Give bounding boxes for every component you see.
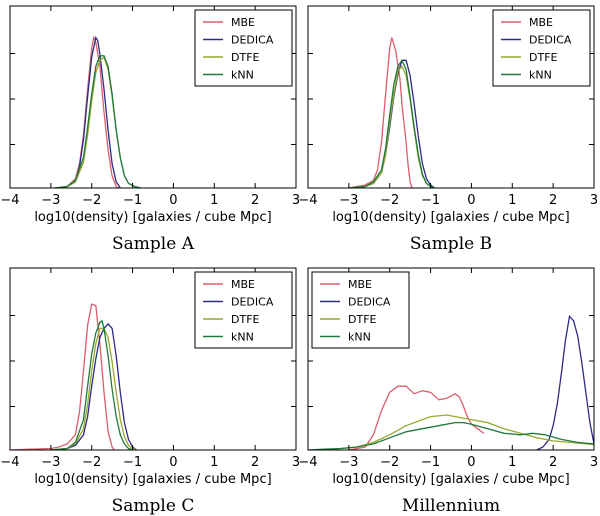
legend-label-knn: kNN bbox=[529, 69, 552, 82]
series-line-knn bbox=[348, 58, 435, 188]
legend-label-mbe: MBE bbox=[231, 16, 255, 29]
plot-frame bbox=[307, 5, 595, 189]
legend: MBE DEDICA DTFE kNN bbox=[194, 271, 293, 349]
x-tick-label: −3 bbox=[339, 455, 358, 470]
panel-sample-c: −4 −3 −2 −1 0 1 2 3 log10(density) [galaxies / c… bbox=[0, 267, 300, 516]
series-line-knn bbox=[308, 421, 594, 450]
x-axis-label: log10(density) [galaxies / cube Mpc] bbox=[332, 472, 569, 487]
panel-caption: Millennium bbox=[402, 496, 500, 516]
series-group bbox=[10, 303, 138, 450]
legend-label-dtfe: DTFE bbox=[348, 313, 377, 326]
panel-sample-a: −4 −3 −2 −1 0 1 2 3 log10(density) [galaxies / c… bbox=[0, 5, 300, 254]
x-tick-label: 3 bbox=[590, 455, 598, 470]
series-line-knn bbox=[50, 319, 133, 450]
legend-label-dtfe: DTFE bbox=[231, 51, 260, 64]
legend-label-mbe: MBE bbox=[348, 278, 372, 291]
x-tick-label: −4 bbox=[298, 193, 317, 208]
x-tick-label: 2 bbox=[251, 455, 259, 470]
x-tick-label: 0 bbox=[467, 455, 475, 470]
plot-frame bbox=[9, 267, 297, 451]
series-line-knn bbox=[54, 55, 141, 188]
x-tick-label: 1 bbox=[210, 455, 218, 470]
x-tick-label: −2 bbox=[380, 455, 399, 470]
legend-label-dtfe: DTFE bbox=[529, 51, 558, 64]
x-tick-label: −4 bbox=[298, 455, 317, 470]
series-line-mbe bbox=[348, 385, 485, 450]
legend: MBE DEDICA DTFE kNN bbox=[194, 9, 293, 87]
x-axis-label: log10(density) [galaxies / cube Mpc] bbox=[34, 472, 271, 487]
legend-label-mbe: MBE bbox=[529, 16, 553, 29]
x-tick-label: 0 bbox=[169, 455, 177, 470]
panel-millennium: −4 −3 −2 −1 0 1 2 3 log10(density) [galaxies / c… bbox=[298, 267, 598, 516]
x-tick-label: −3 bbox=[339, 193, 358, 208]
x-tick-label: −1 bbox=[421, 455, 440, 470]
x-axis-label: log10(density) [galaxies / cube Mpc] bbox=[332, 210, 569, 225]
x-tick-label: −2 bbox=[82, 193, 101, 208]
x-tick-label: −3 bbox=[41, 193, 60, 208]
x-tick-label: −1 bbox=[421, 193, 440, 208]
x-tick-label: −1 bbox=[123, 455, 142, 470]
legend-label-dedica: DEDICA bbox=[348, 296, 391, 309]
x-tick-label: 2 bbox=[549, 193, 557, 208]
series-line-dedica bbox=[536, 314, 594, 450]
panel-sample-b: −4 −3 −2 −1 0 1 2 3 log10(density) [galaxies / c… bbox=[298, 5, 598, 254]
legend: MBE DEDICA DTFE kNN bbox=[492, 9, 591, 87]
legend-label-knn: kNN bbox=[231, 69, 254, 82]
x-axis-label: log10(density) [galaxies / cube Mpc] bbox=[34, 210, 271, 225]
series-group bbox=[54, 35, 141, 188]
plot-frame bbox=[307, 267, 595, 451]
x-tick-label: 2 bbox=[549, 455, 557, 470]
x-tick-label: 3 bbox=[292, 193, 300, 208]
series-line-mbe bbox=[10, 303, 115, 450]
panel-caption: Sample A bbox=[112, 234, 195, 254]
panel-caption: Sample C bbox=[112, 496, 195, 516]
legend-label-dedica: DEDICA bbox=[231, 296, 274, 309]
x-tick-label: 1 bbox=[508, 193, 516, 208]
x-tick-label: 3 bbox=[590, 193, 598, 208]
legend: MBE DEDICA DTFE kNN bbox=[311, 271, 410, 349]
legend-label-dtfe: DTFE bbox=[231, 313, 260, 326]
x-tick-label: −2 bbox=[380, 193, 399, 208]
x-tick-label: −1 bbox=[123, 193, 142, 208]
series-group bbox=[348, 37, 436, 188]
x-tick-label: −3 bbox=[41, 455, 60, 470]
panel-caption: Sample B bbox=[410, 234, 492, 254]
x-tick-label: −4 bbox=[0, 455, 19, 470]
series-line-mbe bbox=[348, 37, 413, 188]
x-tick-label: 0 bbox=[169, 193, 177, 208]
legend-label-dedica: DEDICA bbox=[529, 34, 572, 47]
series-line-dtfe bbox=[54, 56, 141, 188]
x-tick-label: 0 bbox=[467, 193, 475, 208]
legend-label-dedica: DEDICA bbox=[231, 34, 274, 47]
x-tick-label: 2 bbox=[251, 193, 259, 208]
x-tick-label: 3 bbox=[292, 455, 300, 470]
x-tick-label: −4 bbox=[0, 193, 19, 208]
series-group bbox=[308, 314, 594, 450]
plot-frame bbox=[9, 5, 297, 189]
series-line-mbe bbox=[54, 35, 119, 188]
x-tick-label: 1 bbox=[508, 455, 516, 470]
legend-label-knn: kNN bbox=[231, 331, 254, 344]
legend-label-mbe: MBE bbox=[231, 278, 255, 291]
x-tick-label: −2 bbox=[82, 455, 101, 470]
series-line-dtfe bbox=[324, 414, 594, 450]
x-tick-label: 1 bbox=[210, 193, 218, 208]
legend-label-knn: kNN bbox=[348, 331, 371, 344]
